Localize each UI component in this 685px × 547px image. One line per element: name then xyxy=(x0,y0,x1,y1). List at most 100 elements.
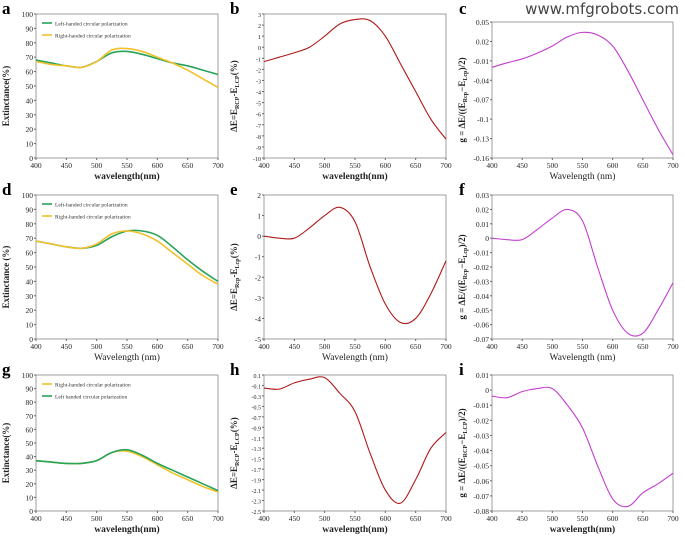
x-tick-label: 400 xyxy=(258,514,270,523)
x-tick-label: 500 xyxy=(91,161,103,170)
y-tick-label: -2 xyxy=(255,273,261,282)
x-tick-label: 650 xyxy=(637,342,649,351)
y-axis-label-part: Extinctance(%) xyxy=(1,66,11,127)
y-axis-label: Extinctance(%) xyxy=(1,423,11,484)
y-tick-label: -0.01 xyxy=(473,57,489,66)
x-tick-label: 700 xyxy=(212,514,224,523)
x-tick-label: 450 xyxy=(517,161,529,170)
y-tick-label: -0.9 xyxy=(252,426,262,432)
x-tick-label: 600 xyxy=(380,342,392,351)
x-tick-label: 400 xyxy=(258,342,270,351)
panel-letter: g xyxy=(2,360,11,379)
x-tick-label: 700 xyxy=(212,342,224,351)
y-axis-label-part: Lcp xyxy=(463,70,469,81)
y-tick-label: 80 xyxy=(26,220,34,229)
y-axis-label: Extinctance(%) xyxy=(1,66,11,127)
y-axis-label-part: Lcp xyxy=(235,258,241,269)
x-tick-label: 450 xyxy=(289,342,301,351)
y-tick-label: -0.05 xyxy=(473,306,489,315)
legend-label: Left-handed circular polarization xyxy=(55,21,128,28)
y-tick-label: 2 xyxy=(257,191,261,200)
y-tick-label: 0.05 xyxy=(476,18,489,27)
y-tick-label: 0.1 xyxy=(254,374,262,380)
x-tick-label: 500 xyxy=(91,342,103,351)
y-tick-label: -4 xyxy=(256,91,261,97)
x-tick-label: 450 xyxy=(289,514,301,523)
y-tick-label: -0.13 xyxy=(473,135,489,144)
y-tick-label: 0.03 xyxy=(476,191,489,200)
y-axis-label-part: g = ΔE/((E xyxy=(457,279,467,319)
x-tick-label: 600 xyxy=(380,161,392,170)
y-tick-label: -0.07 xyxy=(473,96,489,105)
y-tick-label: -0.06 xyxy=(473,477,489,486)
x-tick-label: 650 xyxy=(182,514,194,523)
plot-frame xyxy=(264,195,446,339)
chart-panel-h: h-2.5-2.3-2.1-1.9-1.7-1.5-1.3-1.1-0.9-0.… xyxy=(228,361,456,542)
x-tick-label: 700 xyxy=(667,514,679,523)
y-tick-label: -3 xyxy=(256,79,261,85)
y-tick-label: -0.06 xyxy=(473,321,489,330)
series-line xyxy=(264,207,446,323)
y-axis-label-part: (%) xyxy=(229,60,239,75)
y-axis-label: g = ΔE/((ERcp −ELcp )/2) xyxy=(457,57,469,142)
y-axis-label-part: −E xyxy=(457,434,467,445)
x-tick-label: 600 xyxy=(380,514,392,523)
x-tick-label: 500 xyxy=(319,342,331,351)
y-tick-label: 0 xyxy=(485,386,489,395)
y-tick-label: -0.04 xyxy=(473,292,489,301)
x-tick-label: 400 xyxy=(30,514,42,523)
y-axis-label: ΔE=ERcp -ELcp (%) xyxy=(229,243,241,311)
y-tick-label: 0.01 xyxy=(476,220,489,229)
y-tick-label: 40 xyxy=(26,277,34,286)
panel-letter: a xyxy=(2,0,11,18)
y-tick-label: 70 xyxy=(26,412,34,421)
legend-label: Right-handed circular polarization xyxy=(55,383,131,389)
y-axis-label-part: LCP xyxy=(235,432,241,444)
x-tick-label: 600 xyxy=(607,514,619,523)
y-axis-label-part: LCP xyxy=(463,421,469,433)
x-tick-label: 550 xyxy=(349,514,361,523)
x-tick-label: 700 xyxy=(440,514,452,523)
y-tick-label: -0.02 xyxy=(473,416,489,425)
y-tick-label: 100 xyxy=(22,10,34,19)
y-axis-label-part: Extinctance (%) xyxy=(1,246,11,309)
x-tick-label: 550 xyxy=(349,342,361,351)
y-axis-label-part: )/2) xyxy=(457,57,467,70)
y-tick-label: -1 xyxy=(255,253,261,262)
y-tick-label: 100 xyxy=(22,371,34,380)
y-axis-label-part: -E xyxy=(229,444,239,453)
x-tick-label: 650 xyxy=(637,514,649,523)
series-line xyxy=(264,19,446,139)
y-axis-label: Extinctance (%) xyxy=(1,246,11,309)
y-axis-label: ΔE=ERCP -ELCP (%) xyxy=(229,417,241,489)
y-tick-label: 90 xyxy=(26,24,34,33)
y-tick-label: -0.04 xyxy=(473,76,489,85)
y-tick-label: 10 xyxy=(26,321,34,330)
y-tick-label: -0.03 xyxy=(473,431,489,440)
series-line xyxy=(36,450,218,491)
y-tick-label: -1.3 xyxy=(252,447,262,453)
y-axis-label-part: −E xyxy=(457,258,467,269)
chart-svg: i-0.08-0.07-0.06-0.05-0.04-0.03-0.02-0.0… xyxy=(457,361,685,542)
y-tick-label: 40 xyxy=(26,453,34,462)
y-tick-label: 20 xyxy=(26,480,34,489)
panel-letter: f xyxy=(459,180,465,199)
y-axis-label: g = ΔE/((ERcp −ELcp )/2) xyxy=(457,234,469,319)
y-tick-label: -9 xyxy=(256,146,261,152)
y-tick-label: 90 xyxy=(26,385,34,394)
plot-frame xyxy=(492,22,673,158)
x-tick-label: 700 xyxy=(212,161,224,170)
y-tick-label: -8 xyxy=(256,135,261,141)
plot-frame xyxy=(264,14,446,158)
x-tick-label: 600 xyxy=(152,514,164,523)
y-axis-label-part: Rcp xyxy=(463,268,469,279)
x-tick-label: 500 xyxy=(547,514,559,523)
panel-letter: c xyxy=(459,0,467,18)
plot-frame xyxy=(264,375,446,511)
y-tick-label: 3 xyxy=(258,13,261,19)
